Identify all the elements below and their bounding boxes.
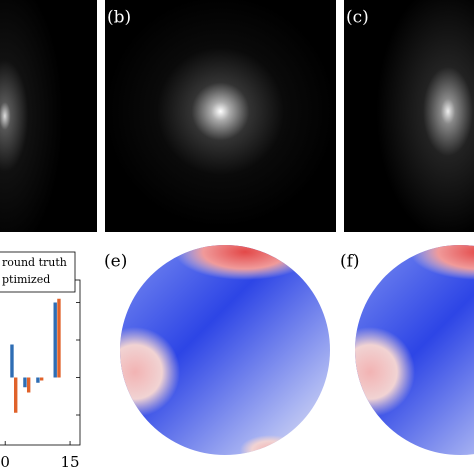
bar [53, 302, 57, 378]
bar [36, 377, 40, 383]
bar [26, 377, 31, 393]
panel-label: (c) [346, 8, 369, 28]
x-tick-label: 15 [61, 453, 80, 471]
x-tick-label: 0 [0, 453, 10, 471]
panel-label: (f) [340, 252, 360, 272]
panel-label: (e) [104, 252, 127, 272]
bar [14, 377, 18, 413]
speckle-image [0, 0, 97, 232]
speckle-image [105, 0, 336, 232]
legend-label: ptimized [2, 273, 50, 286]
bar [23, 377, 27, 388]
legend-box [0, 251, 76, 293]
bar [39, 377, 44, 381]
legend-label: round truth [2, 256, 67, 269]
panel-label: (b) [107, 8, 131, 28]
bar [10, 344, 14, 378]
bar [57, 298, 61, 378]
bar-chart: 0 15 round truth ptimized [0, 251, 81, 471]
speckle-image [344, 0, 474, 232]
